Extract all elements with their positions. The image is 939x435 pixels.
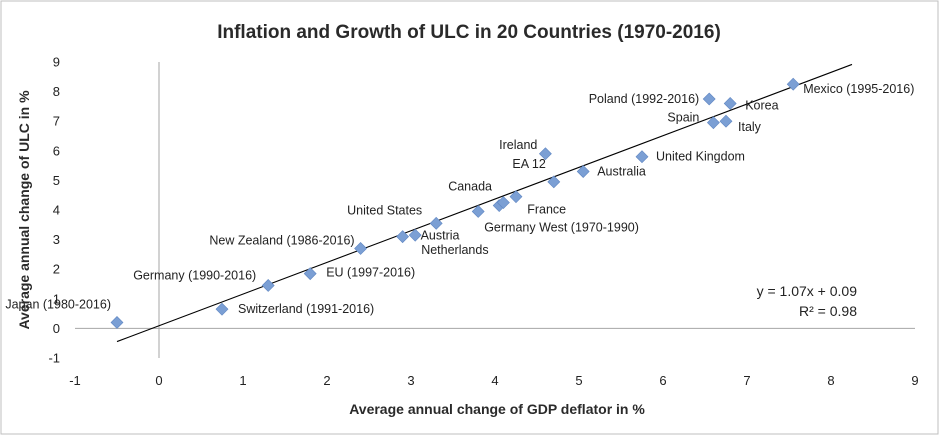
- data-point-label: Germany West (1970-1990): [484, 220, 639, 234]
- y-tick-label: -1: [48, 351, 60, 366]
- data-point-marker: [215, 302, 229, 316]
- data-point-label: Canada: [448, 180, 492, 194]
- data-point-marker: [471, 205, 485, 218]
- data-point-marker: [261, 279, 275, 292]
- data-point-marker: [706, 116, 720, 130]
- data-point-label: Netherlands: [421, 243, 488, 257]
- data-point-marker: [110, 316, 124, 329]
- x-tick-label: 5: [575, 373, 582, 388]
- data-point-label: EU (1997-2016): [326, 266, 415, 280]
- data-point-label: Spain: [667, 111, 699, 125]
- data-point-marker: [635, 150, 649, 164]
- x-tick-label: 9: [911, 373, 918, 388]
- point-labels: Japan (1980-2016) Switzerland (1991-2016)…: [5, 82, 914, 316]
- data-point-label: Austria: [421, 229, 460, 243]
- y-tick-label: 4: [53, 203, 60, 218]
- data-point-marker: [429, 216, 443, 230]
- data-point-label: Poland (1992-2016): [589, 92, 700, 106]
- y-axis-title: Average annual change of ULC in %: [16, 90, 32, 330]
- data-point-marker: [496, 196, 510, 210]
- y-axis-tick-labels: -1 0 1 2 3 4 5 6 7 8 9: [48, 55, 60, 366]
- data-points: [110, 77, 800, 329]
- x-tick-label: 2: [323, 373, 330, 388]
- y-tick-label: 6: [53, 143, 60, 158]
- data-point-marker: [396, 230, 410, 244]
- data-point-marker: [786, 77, 800, 91]
- data-point-label: Japan (1980-2016): [5, 297, 111, 311]
- y-tick-label: 0: [53, 321, 60, 336]
- data-point-label: Switzerland (1991-2016): [238, 302, 374, 316]
- x-tick-label: -1: [69, 373, 81, 388]
- data-point-label: Ireland: [499, 138, 537, 152]
- data-point-marker: [303, 267, 317, 281]
- data-point-marker: [576, 165, 590, 178]
- data-point-label: EA 12: [512, 157, 545, 171]
- x-tick-label: 0: [155, 373, 162, 388]
- y-tick-label: 8: [53, 84, 60, 99]
- y-tick-label: 3: [53, 232, 60, 247]
- x-tick-label: 4: [491, 373, 498, 388]
- data-point-label: United States: [347, 203, 422, 217]
- data-point-marker: [408, 228, 422, 242]
- data-point-label: Korea: [745, 98, 778, 112]
- trendline: [116, 63, 853, 343]
- data-point-label: Germany (1990-2016): [133, 268, 256, 282]
- x-tick-label: 3: [407, 373, 414, 388]
- data-point-marker: [547, 175, 561, 189]
- y-tick-label: 9: [53, 55, 60, 70]
- data-point-label: New Zealand (1986-2016): [209, 233, 354, 247]
- x-tick-label: 6: [659, 373, 666, 388]
- data-point-marker: [719, 114, 733, 128]
- y-tick-label: 2: [53, 262, 60, 277]
- x-axis-tick-labels: -1 0 1 2 3 4 5 6 7 8 9: [69, 373, 918, 388]
- data-point-label: United Kingdom: [656, 150, 745, 164]
- x-tick-label: 8: [827, 373, 834, 388]
- trendline-equation: y = 1.07x + 0.09: [757, 283, 858, 299]
- x-axis-title: Average annual change of GDP deflator in…: [349, 401, 645, 417]
- data-point-marker: [509, 190, 523, 204]
- data-point-marker: [702, 92, 716, 106]
- chart-title: Inflation and Growth of ULC in 20 Countr…: [217, 22, 721, 43]
- data-point-marker: [538, 147, 552, 161]
- y-tick-label: 7: [53, 114, 60, 129]
- data-point-marker: [354, 242, 368, 255]
- data-point-label: Mexico (1995-2016): [803, 82, 914, 96]
- r-squared-label: R² = 0.98: [799, 303, 857, 319]
- data-point-marker: [723, 97, 737, 110]
- y-tick-label: 5: [53, 173, 60, 188]
- data-point-label: Italy: [738, 120, 762, 134]
- y-tick-label: 1: [53, 291, 60, 306]
- x-tick-label: 7: [743, 373, 750, 388]
- data-point-label: Australia: [597, 165, 646, 179]
- data-point-label: France: [527, 203, 566, 217]
- x-tick-label: 1: [239, 373, 246, 388]
